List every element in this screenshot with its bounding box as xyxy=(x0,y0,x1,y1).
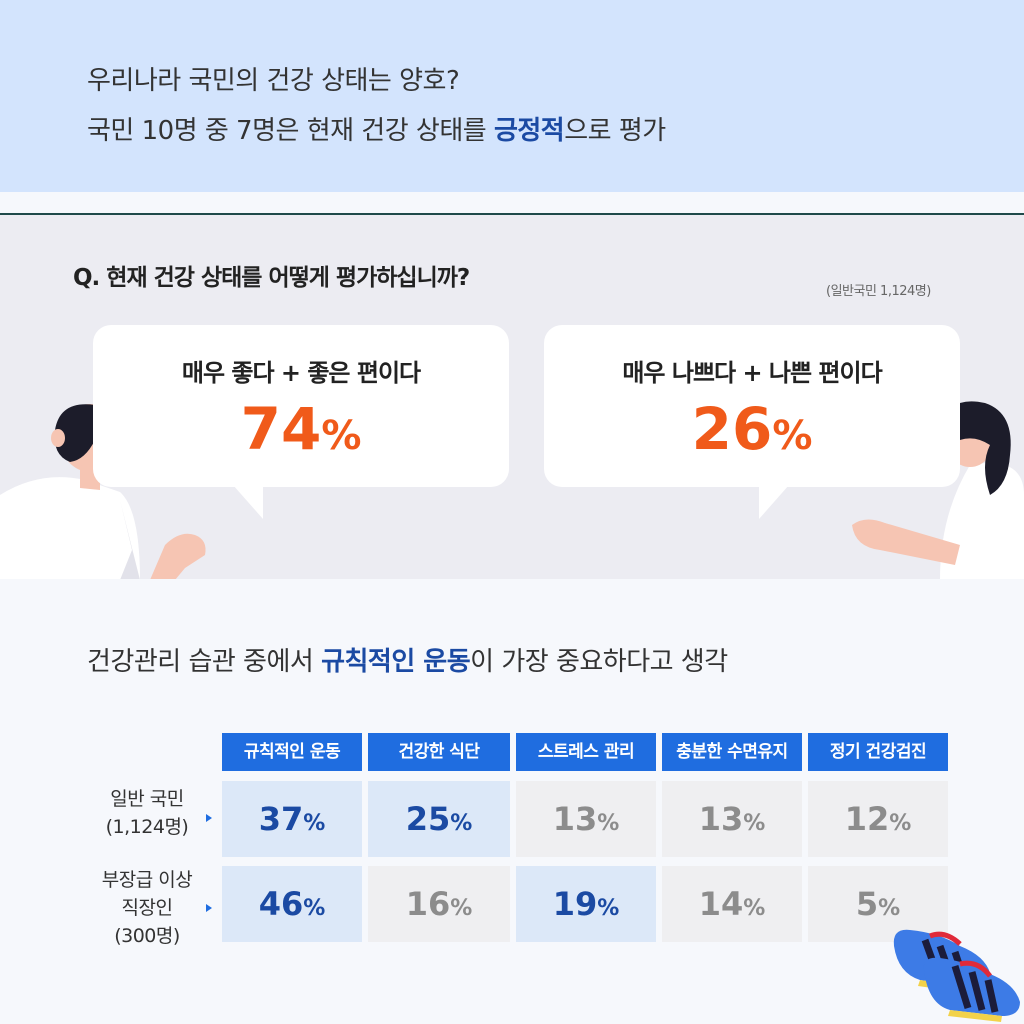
headline-line2: 국민 10명 중 7명은 현재 건강 상태를 긍정적으로 평가 xyxy=(87,110,666,147)
negative-bubble: 매우 나쁘다 + 나쁜 편이다 26% xyxy=(544,325,960,519)
positive-value: 74% xyxy=(240,395,362,463)
section-divider xyxy=(0,213,1024,215)
cell-general-diet: 25% xyxy=(368,781,510,857)
headline-highlight: 긍정적 xyxy=(493,116,565,146)
cell-general-checkup: 12% xyxy=(808,781,948,857)
survey-section: Q. 현재 건강 상태를 어떻게 평가하십니까? (일반국민 1,124명) 매… xyxy=(0,215,1024,580)
sample-size: (일반국민 1,124명) xyxy=(826,284,931,299)
cell-managers-checkup: 5% xyxy=(808,866,948,942)
column-header-checkup: 정기 건강검진 xyxy=(808,733,948,771)
cell-general-sleep: 13% xyxy=(662,781,802,857)
cell-managers-sleep: 14% xyxy=(662,866,802,942)
column-header-diet: 건강한 식단 xyxy=(368,733,510,771)
cell-general-stress: 13% xyxy=(516,781,656,857)
habits-highlight: 규칙적인 운동 xyxy=(321,647,471,677)
cell-general-exercise: 37% xyxy=(222,781,362,857)
positive-bubble: 매우 좋다 + 좋은 편이다 74% xyxy=(93,325,509,519)
headline-line2-suffix: 으로 평가 xyxy=(564,116,666,146)
sneakers-icon xyxy=(893,929,1020,1022)
column-header-stress: 스트레스 관리 xyxy=(516,733,656,771)
positive-label: 매우 좋다 + 좋은 편이다 xyxy=(181,359,421,387)
column-header-exercise: 규칙적인 운동 xyxy=(222,733,362,771)
survey-question: Q. 현재 건강 상태를 어떻게 평가하십니까? xyxy=(73,265,470,291)
negative-label: 매우 나쁘다 + 나쁜 편이다 xyxy=(622,359,882,387)
column-header-sleep: 충분한 수면유지 xyxy=(662,733,802,771)
row-label-managers: 부장급 이상 직장인 (300명) xyxy=(101,869,193,947)
row-label-general: 일반 국민 (1,124명) xyxy=(105,788,189,838)
row-arrow-icon xyxy=(206,814,212,822)
cell-managers-exercise: 46% xyxy=(222,866,362,942)
headline-line2-prefix: 국민 10명 중 7명은 현재 건강 상태를 xyxy=(87,116,494,146)
headline-line1: 우리나라 국민의 건강 상태는 양호? xyxy=(87,66,460,96)
cell-managers-stress: 19% xyxy=(516,866,656,942)
negative-value: 26% xyxy=(691,395,813,463)
cell-managers-diet: 16% xyxy=(368,866,510,942)
habits-title: 건강관리 습관 중에서 규칙적인 운동이 가장 중요하다고 생각 xyxy=(87,647,728,677)
habits-section: 건강관리 습관 중에서 규칙적인 운동이 가장 중요하다고 생각 규칙적인 운동… xyxy=(0,579,1024,1024)
row-arrow-icon xyxy=(206,904,212,912)
header-band: 우리나라 국민의 건강 상태는 양호? 국민 10명 중 7명은 현재 건강 상… xyxy=(0,0,1024,192)
